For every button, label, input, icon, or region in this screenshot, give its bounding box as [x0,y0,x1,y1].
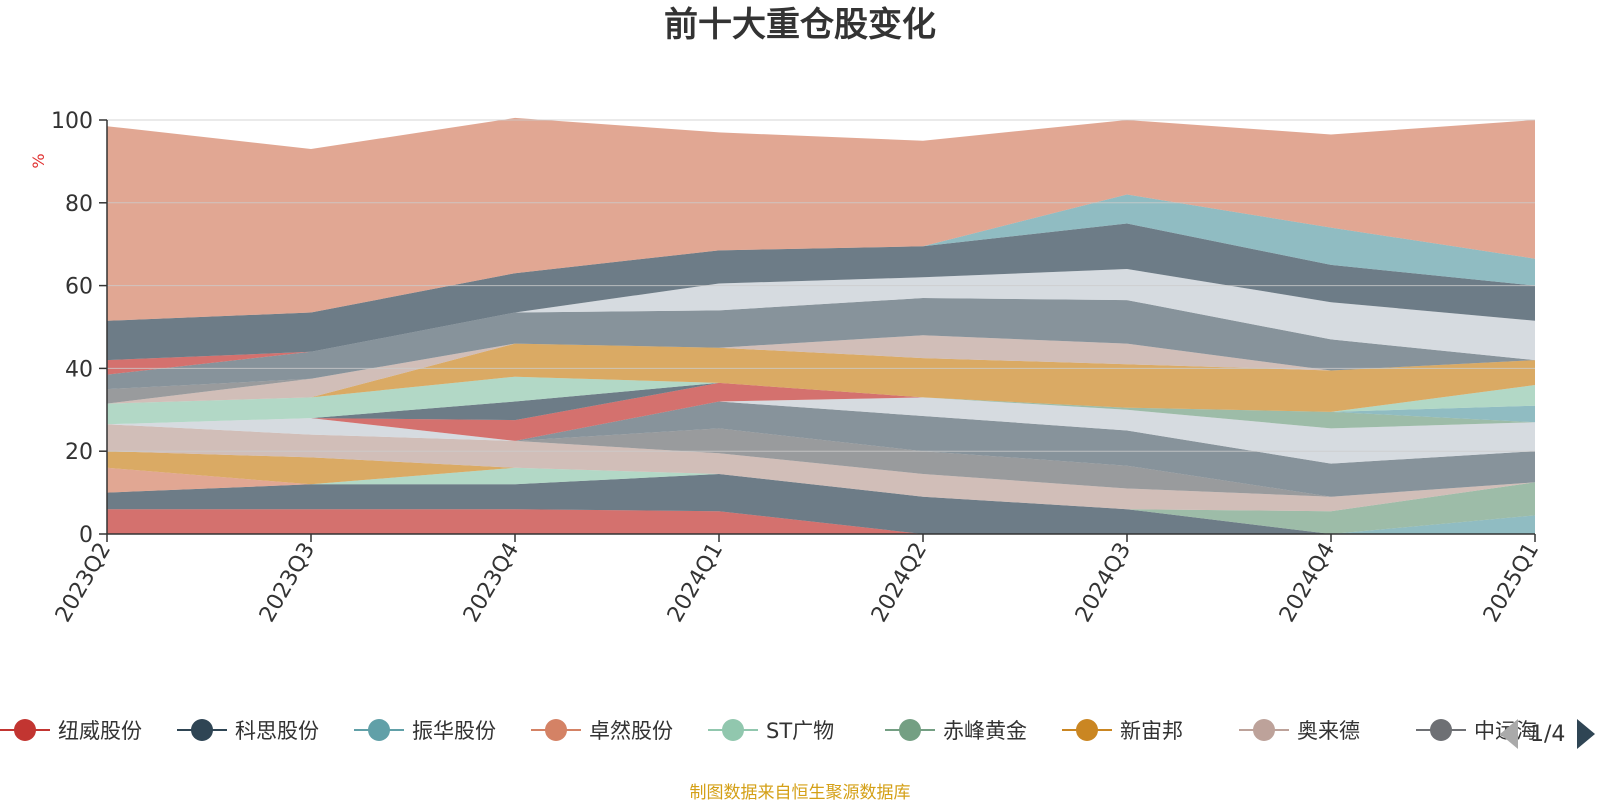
legend-marker-icon [885,715,935,745]
legend-marker-icon [1416,715,1466,745]
series-area-layer-17 [107,343,1535,412]
series-area-中远海 [107,424,1535,497]
series-areas [107,117,1535,534]
series-area-layer-21 [107,269,1535,375]
legend-item[interactable]: 赤峰黄金 [885,710,1027,750]
x-tick-label: 2023Q4 [459,539,524,627]
series-area-新宙邦 [107,451,1535,512]
series-area-layer-11 [107,397,1535,464]
series-area-layer-24 [107,194,1535,321]
y-tick-label: 40 [65,357,93,382]
series-area-layer-20 [107,298,1535,390]
x-tick-label: 2023Q2 [51,539,116,627]
legend-next-page-icon[interactable] [1577,719,1596,749]
legend-item[interactable]: 奥来德 [1239,710,1360,750]
legend-item[interactable]: 新宙邦 [1062,710,1183,750]
legend-label: 振华股份 [412,719,496,743]
series-area-layer-23 [107,223,1535,361]
series-area-layer-13 [107,382,1535,429]
legend-item[interactable]: 纽威股份 [0,710,142,750]
legend-marker-icon [1239,715,1289,745]
x-tick-label: 2023Q3 [255,539,320,627]
grid-lines [107,119,1535,452]
stacked-area-chart: 前十大重仓股变化 % 0 20 40 60 80 100 2023Q2 2023Q3 2023Q… [29,5,1544,627]
legend-label: 赤峰黄金 [943,719,1027,743]
series-area-layer-10 [107,401,1535,497]
x-tick-label: 2025Q1 [1479,539,1544,627]
legend-label: 奥来德 [1297,719,1360,743]
legend-item[interactable]: 卓然股份 [531,710,673,750]
series-area-layer-16 [107,376,1535,425]
x-tick-label: 2024Q1 [663,539,728,627]
x-tick-label: 2024Q3 [1071,539,1136,627]
x-tick-label: 2024Q2 [867,539,932,627]
y-tick-label: 80 [65,192,93,217]
legend-label: ST广物 [766,719,835,743]
x-tick-label: 2024Q4 [1275,539,1340,627]
series-area-赤峰黄金 [107,467,1535,534]
chart-title: 前十大重仓股变化 [664,5,936,45]
legend-marker-icon [354,715,404,745]
series-area-科思股份 [107,474,1535,534]
legend-item[interactable]: ST广物 [708,710,834,750]
y-tick-label: 20 [65,440,93,465]
legend-item[interactable]: 振华股份 [354,710,496,750]
legend-marker-icon [177,715,227,745]
legend-marker-icon [0,715,50,745]
legend-label: 纽威股份 [58,719,142,743]
series-area-layer-14 [107,382,1535,429]
series-area-layer-12 [107,382,1535,441]
legend-label: 新宙邦 [1120,719,1183,743]
legend-pager: 1/4 [1500,717,1596,751]
series-area-layer-18 [107,335,1535,404]
legend-label: 卓然股份 [589,719,673,743]
legend-marker-icon [708,715,758,745]
legend-label: 科思股份 [235,719,319,743]
y-tick-label: 100 [51,109,93,134]
legend-marker-icon [531,715,581,745]
y-axis-unit-label: % [29,153,48,168]
legend-item[interactable]: 科思股份 [177,710,319,750]
legend-marker-icon [1062,715,1112,745]
legend-prev-page-icon[interactable] [1500,719,1518,749]
series-area-layer-25 [107,117,1535,321]
series-area-奥来德 [107,424,1535,512]
y-tick-label: 60 [65,275,93,300]
legend-page-indicator: 1/4 [1530,721,1566,747]
y-tick-label: 0 [79,523,93,548]
series-area-纽威股份 [107,509,1535,534]
data-source-note: 制图数据来自恒生聚源数据库 [689,783,911,803]
legend: 纽威股份 科思股份 振华股份 卓然股份 ST广物 赤峰黄金 新宙邦 奥来德 中远海 [0,710,1600,750]
